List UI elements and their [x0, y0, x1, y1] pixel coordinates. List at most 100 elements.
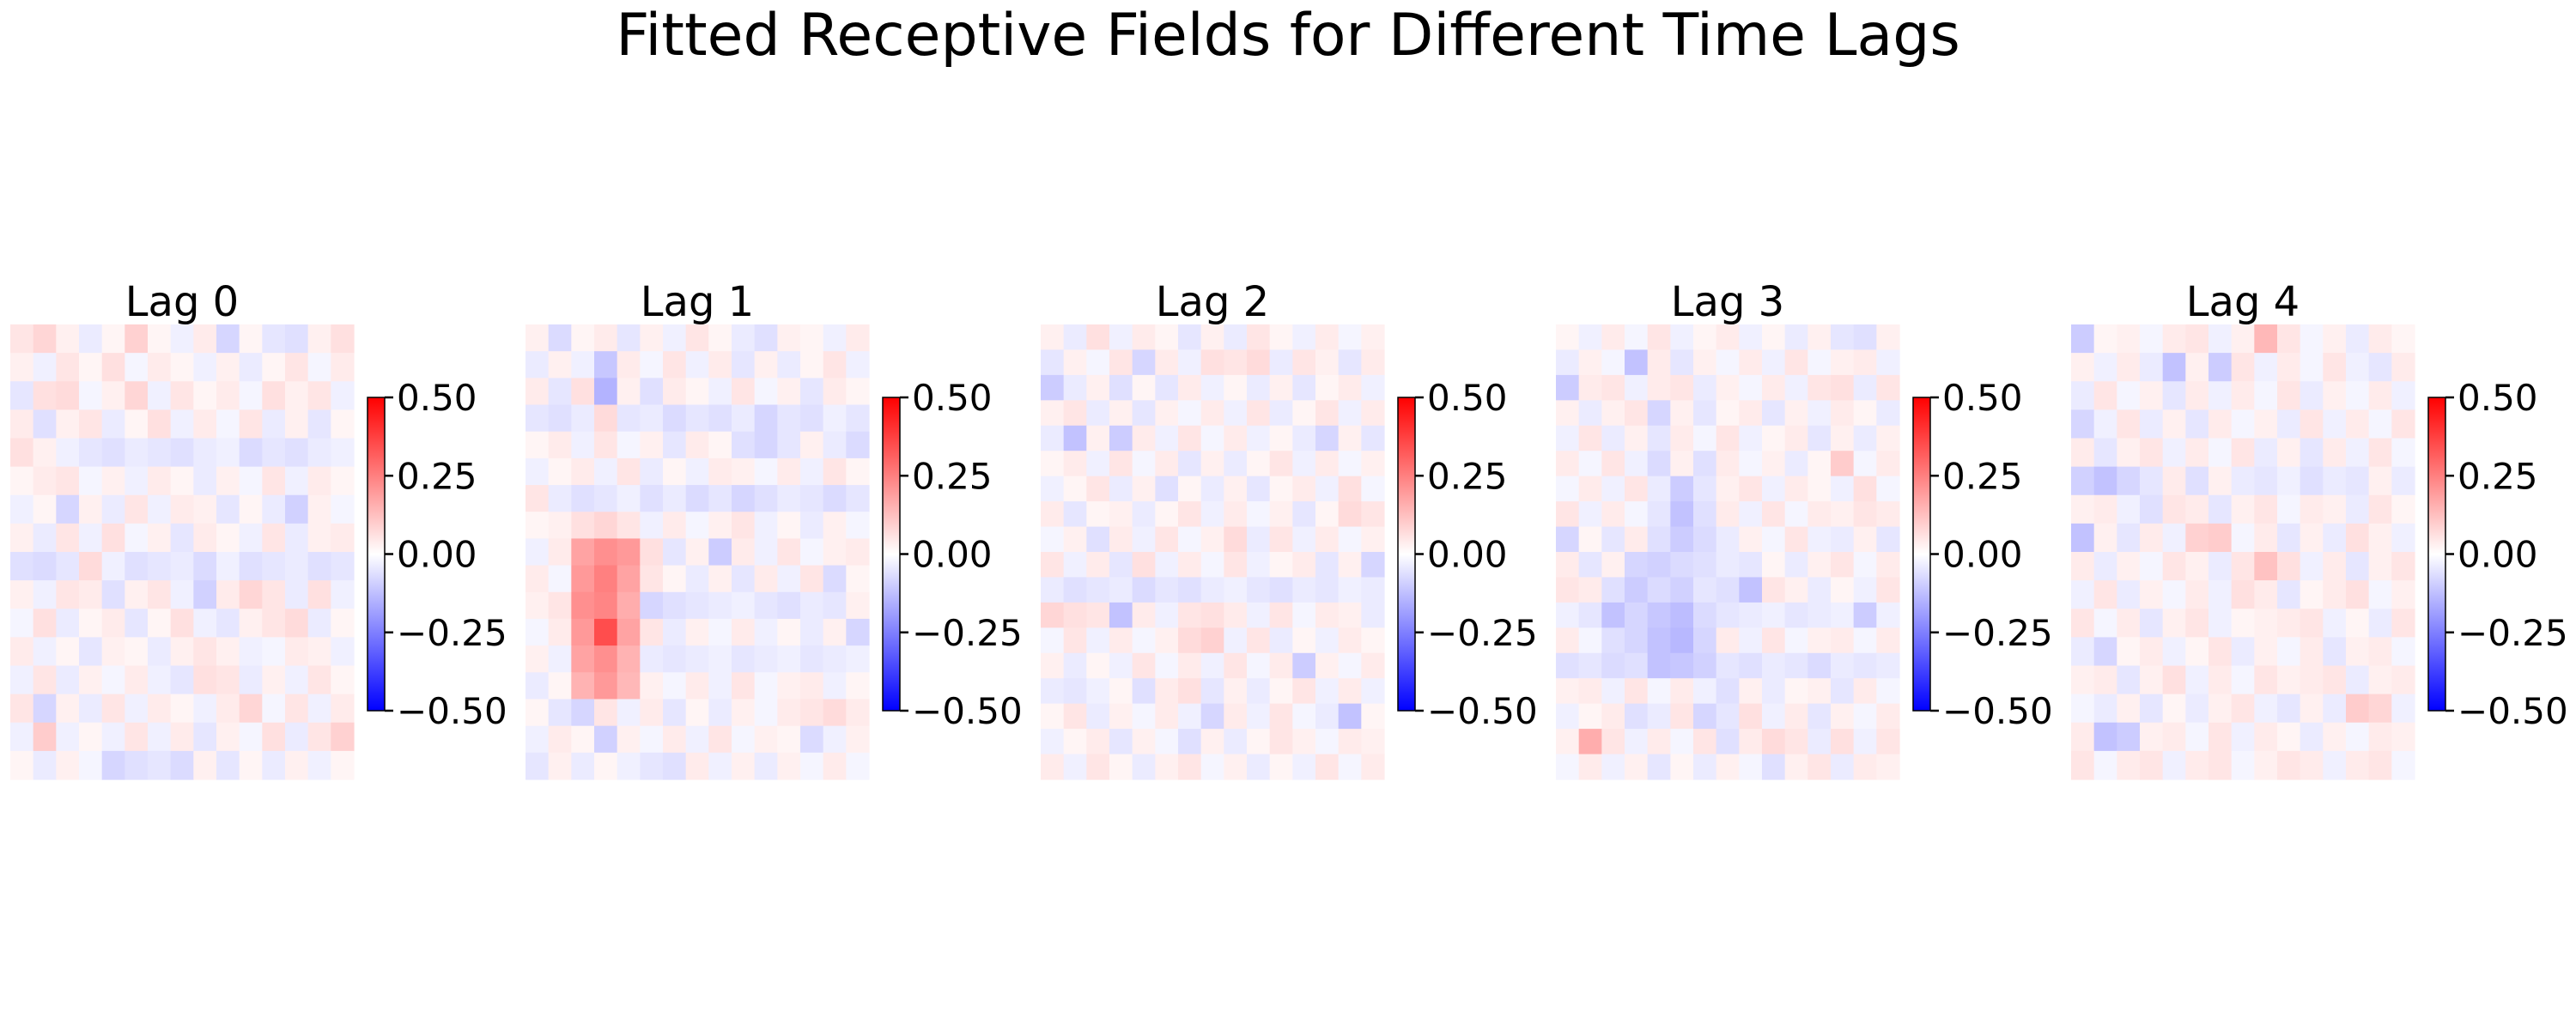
- heatmap-cell: [1693, 349, 1717, 376]
- heatmap-cell: [1853, 754, 1877, 780]
- heatmap-cell: [1670, 652, 1694, 679]
- heatmap-cell: [2071, 694, 2095, 724]
- heatmap-cell: [216, 381, 240, 410]
- heatmap-cell: [1807, 476, 1832, 502]
- heatmap-cell: [640, 538, 664, 566]
- heatmap-cell: [754, 378, 778, 406]
- heatmap-cell: [571, 512, 595, 540]
- heatmap-cell: [56, 353, 80, 382]
- heatmap-cell: [239, 353, 263, 382]
- heatmap-cell: [125, 552, 149, 581]
- heatmap-cell: [800, 752, 824, 780]
- heatmap-cell: [1762, 602, 1786, 628]
- heatmap-cell: [777, 485, 801, 512]
- heatmap-cell: [1041, 476, 1065, 502]
- heatmap-cell: [1578, 501, 1602, 528]
- heatmap-cell: [285, 694, 309, 724]
- heatmap-cell: [685, 645, 709, 673]
- heatmap-cell: [2071, 552, 2095, 581]
- heatmap-cell: [1625, 729, 1649, 755]
- heatmap-cell: [548, 538, 572, 566]
- heatmap-cell: [1200, 501, 1224, 528]
- heatmap-cell: [548, 565, 572, 593]
- heatmap-cell: [1063, 400, 1087, 427]
- heatmap-cell: [56, 409, 80, 439]
- heatmap-cell: [1647, 602, 1671, 628]
- heatmap-cell: [1155, 627, 1179, 654]
- heatmap-cell: [1224, 577, 1248, 603]
- heatmap-cell: [1556, 476, 1580, 502]
- heatmap-cell: [800, 565, 824, 593]
- heatmap-cell: [1247, 400, 1271, 427]
- heatmap-cell: [10, 438, 34, 468]
- heatmap-cell: [823, 725, 847, 754]
- heatmap-cell: [79, 523, 103, 553]
- heatmap-cell: [2093, 580, 2117, 609]
- heatmap-cell: [101, 523, 125, 553]
- heatmap-cell: [800, 351, 824, 379]
- heatmap-cell: [1647, 349, 1671, 376]
- colorbar: [883, 397, 900, 711]
- heatmap-cell: [594, 538, 618, 566]
- heatmap-cell: [2368, 494, 2392, 524]
- heatmap-cell: [1716, 374, 1740, 401]
- heatmap-cell: [1693, 703, 1717, 730]
- heatmap-cell: [1578, 552, 1602, 579]
- heatmap-cell: [1716, 400, 1740, 427]
- heatmap-cell: [1338, 400, 1362, 427]
- heatmap-cell: [1109, 652, 1133, 679]
- heatmap-cell: [33, 523, 57, 553]
- heatmap-cell: [148, 665, 172, 695]
- heatmap-cell: [1831, 425, 1855, 451]
- heatmap-cell: [2346, 466, 2370, 496]
- heatmap-cell: [1762, 451, 1786, 477]
- heatmap-cell: [617, 404, 641, 433]
- heatmap-cell: [2254, 523, 2278, 553]
- heatmap-cell: [2277, 381, 2301, 410]
- heatmap-cell: [1716, 577, 1740, 603]
- heatmap-cell: [1556, 501, 1580, 528]
- heatmap-cell: [285, 466, 309, 496]
- heatmap-cell: [1292, 501, 1316, 528]
- heatmap-cell: [663, 512, 687, 540]
- heatmap-cell: [663, 457, 687, 486]
- heatmap-cell: [1063, 349, 1087, 376]
- heatmap-cell: [216, 722, 240, 752]
- heatmap-cell: [2277, 665, 2301, 695]
- heatmap-cell: [1693, 652, 1717, 679]
- heatmap-cell: [125, 694, 149, 724]
- heatmap-cell: [2254, 637, 2278, 667]
- heatmap-cell: [1831, 374, 1855, 401]
- heatmap-cell: [1315, 652, 1340, 679]
- heatmap-cell: [708, 699, 732, 727]
- heatmap-cell: [33, 694, 57, 724]
- heatmap-cell: [2162, 438, 2186, 468]
- heatmap-cell: [777, 457, 801, 486]
- heatmap-cell: [1292, 652, 1316, 679]
- heatmap-cell: [1178, 400, 1202, 427]
- heatmap-cell: [526, 351, 550, 379]
- heatmap-cell: [239, 409, 263, 439]
- heatmap-cell: [1625, 602, 1649, 628]
- heatmap-cell: [685, 457, 709, 486]
- heatmap-cell: [846, 512, 870, 540]
- heatmap-cell: [1361, 754, 1385, 780]
- heatmap-cell: [262, 353, 286, 382]
- heatmap-panel: Lag 4 0.50 0.25 0.00 −0.25 −0.50: [2071, 278, 2568, 780]
- heatmap-cell: [1716, 451, 1740, 477]
- heatmap-cell: [1647, 577, 1671, 603]
- heatmap-cell: [663, 538, 687, 566]
- heatmap-cell: [800, 725, 824, 754]
- heatmap-cell: [1739, 577, 1763, 603]
- heatmap-cell: [285, 665, 309, 695]
- heatmap-cell: [1292, 400, 1316, 427]
- heatmap-cell: [1807, 374, 1832, 401]
- heatmap-cell: [2368, 552, 2392, 581]
- heatmap-cell: [571, 538, 595, 566]
- heatmap-cell: [846, 591, 870, 620]
- heatmap-cell: [1224, 703, 1248, 730]
- heatmap-cell: [1625, 425, 1649, 451]
- heatmap-cell: [1876, 577, 1900, 603]
- heatmap-cell: [732, 645, 756, 673]
- heatmap-cell: [617, 591, 641, 620]
